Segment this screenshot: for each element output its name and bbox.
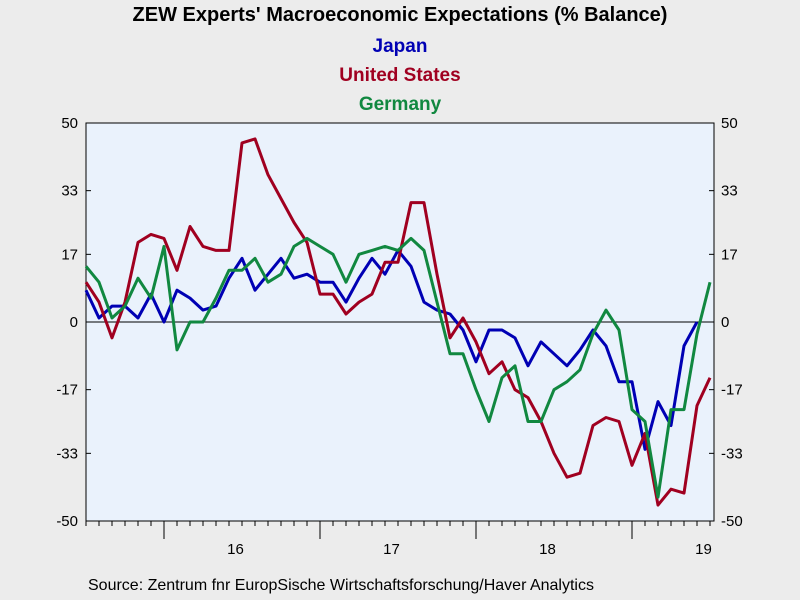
x-tick-label: 19 <box>695 541 712 558</box>
y-tick-label-right: -50 <box>721 513 743 530</box>
x-tick-label: 18 <box>539 541 556 558</box>
legend-japan: Japan <box>372 36 428 57</box>
y-tick-label-left: 17 <box>61 246 78 263</box>
y-tick-label-right: -17 <box>721 382 743 399</box>
y-tick-label-left: 33 <box>61 183 78 200</box>
x-tick-label: 17 <box>383 541 400 558</box>
y-tick-label-left: 50 <box>61 115 78 132</box>
y-tick-label-right: 33 <box>721 183 738 200</box>
y-tick-label-right: 17 <box>721 246 738 263</box>
y-tick-label-left: -17 <box>56 382 78 399</box>
y-tick-label-right: -33 <box>721 445 743 462</box>
y-tick-label-left: -33 <box>56 445 78 462</box>
source-note: Source: Zentrum fnr EuropSische Wirtscha… <box>88 577 594 594</box>
chart-title: ZEW Experts' Macroeconomic Expectations … <box>132 4 668 26</box>
series-line-united-states <box>84 137 712 507</box>
legend-united-states: United States <box>339 65 461 86</box>
y-tick-label-left: 0 <box>70 314 78 331</box>
legend-germany: Germany <box>358 94 442 115</box>
y-tick-label-right: 50 <box>721 115 738 132</box>
series-line-germany <box>84 236 712 499</box>
x-tick-label: 16 <box>227 541 244 558</box>
y-tick-label-right: 0 <box>721 314 729 331</box>
y-tick-label-left: -50 <box>56 513 78 530</box>
